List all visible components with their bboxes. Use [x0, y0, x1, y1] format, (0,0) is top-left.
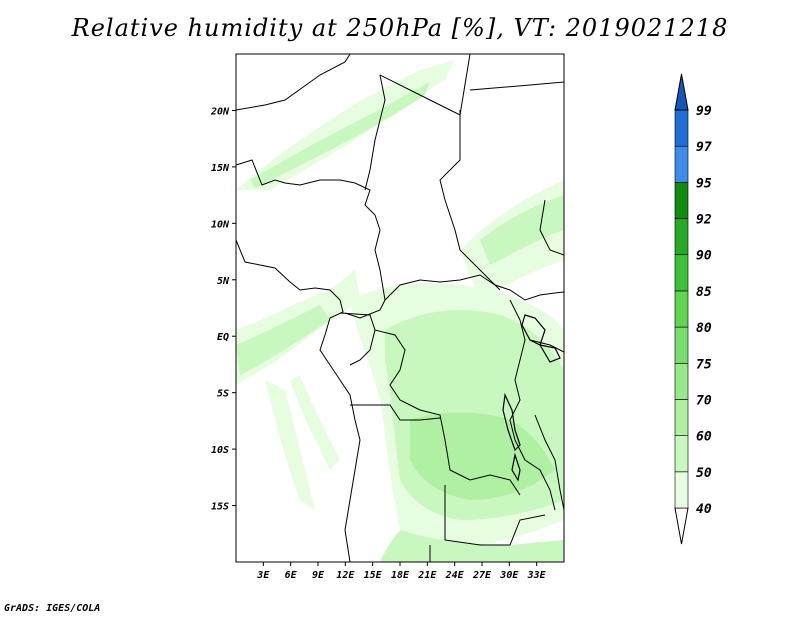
lat-tick-label: EQ: [217, 332, 229, 343]
colorbar-segment: [674, 290, 689, 328]
lat-tick-label: 10N: [211, 219, 230, 230]
grads-credit: GrADS: IGES/COLA: [4, 603, 101, 614]
colorbar-level-label: 85: [696, 285, 712, 300]
lon-tick-label: 33E: [527, 570, 547, 581]
colorbar-level-label: 75: [696, 357, 712, 372]
lat-tick-label: 5S: [217, 389, 229, 400]
longitude-axis: 3E 6E 9E 12E 15E 18E 21E 24E 27E 30E 33E: [256, 562, 547, 581]
colorbar-level-label: 70: [696, 393, 712, 408]
latitude-axis: 20N 15N 10N 5N EQ 5S 10S 15S: [210, 106, 236, 513]
colorbar-segment: [674, 109, 689, 147]
colorbar-level-label: 97: [696, 140, 712, 155]
lat-tick-label: 15N: [211, 163, 230, 174]
colorbar-level-label: 50: [696, 466, 712, 481]
map-title: Relative humidity at 250hPa [%], VT: 201…: [71, 14, 729, 42]
colorbar-level-label: 92: [696, 213, 712, 228]
colorbar-segment: [674, 326, 689, 364]
colorbar-segment: [674, 145, 689, 183]
lat-tick-label: 15S: [211, 502, 229, 513]
lon-tick-label: 12E: [336, 570, 355, 581]
lakes: [502, 314, 561, 482]
colorbar-segment: [674, 435, 689, 473]
lon-tick-label: 9E: [312, 570, 325, 581]
lon-tick-label: 24E: [445, 570, 465, 581]
colorbar-segment: [674, 362, 689, 400]
lat-tick-label: 20N: [210, 106, 230, 117]
lat-tick-label: 5N: [217, 276, 230, 287]
lon-tick-label: 6E: [285, 570, 298, 581]
lat-tick-label: 10S: [211, 445, 229, 456]
lon-tick-label: 30E: [499, 570, 519, 581]
colorbar-upper-triangle: [674, 73, 689, 111]
lon-tick-label: 27E: [472, 570, 492, 581]
lon-tick-label: 21E: [417, 570, 437, 581]
colorbar: 40 50 60 70 75 80 85 90 92 95 97 99: [674, 73, 712, 545]
colorbar-level-label: 90: [696, 249, 712, 264]
lon-tick-label: 18E: [391, 570, 410, 581]
colorbar-segment: [674, 182, 689, 219]
colorbar-lower-triangle: [674, 507, 689, 545]
country-borders: [236, 54, 564, 562]
lon-tick-label: 15E: [364, 570, 383, 581]
colorbar-segment: [674, 218, 689, 256]
colorbar-level-label: 95: [696, 176, 712, 191]
colorbar-segment: [674, 399, 689, 436]
colorbar-level-label: 80: [696, 321, 712, 336]
colorbar-level-label: 99: [696, 104, 712, 119]
lon-tick-label: 3E: [256, 570, 270, 581]
colorbar-level-label: 60: [696, 430, 712, 445]
colorbar-segment: [674, 254, 689, 292]
colorbar-segment: [674, 471, 689, 509]
colorbar-level-label: 40: [696, 502, 712, 517]
